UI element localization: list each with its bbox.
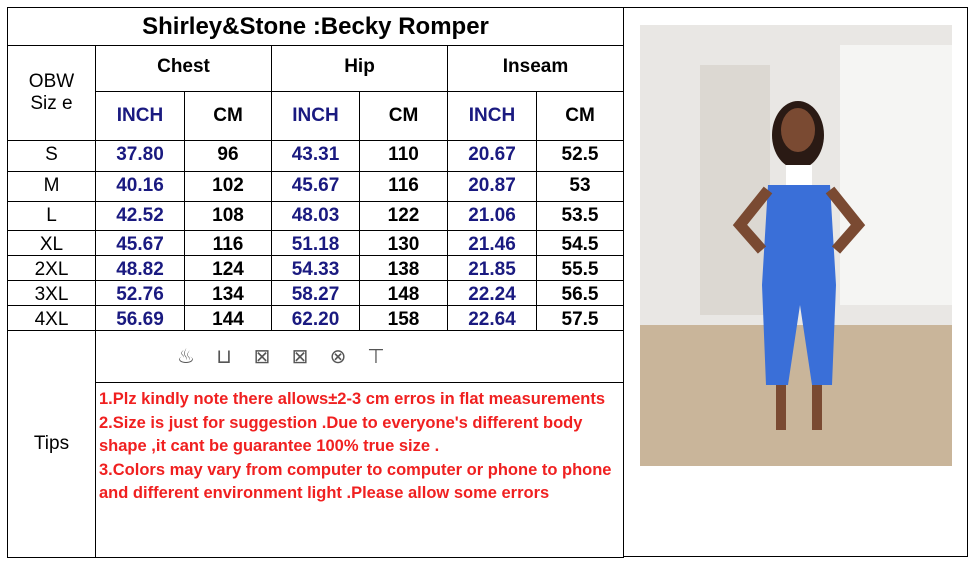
table-cell: 58.27: [271, 280, 360, 306]
group-header: Hip: [271, 45, 448, 92]
size-cell: L: [7, 201, 96, 231]
chart-title: Shirley&Stone :Becky Romper: [7, 7, 624, 46]
table-cell: 48.03: [271, 201, 360, 231]
table-cell: 21.46: [447, 230, 537, 256]
unit-header: CM: [359, 91, 448, 141]
size-header: OBW Siz e: [7, 45, 96, 141]
table-cell: 158: [359, 305, 448, 331]
group-header: Chest: [95, 45, 272, 92]
no-bleach-icon: ⊗: [329, 346, 347, 368]
no-tumble-dry-icon: ⊠: [253, 346, 271, 368]
photo-panel: [623, 7, 968, 557]
table-cell: 51.18: [271, 230, 360, 256]
table-cell: 42.52: [95, 201, 185, 231]
table-cell: 62.20: [271, 305, 360, 331]
table-cell: 53.5: [536, 201, 624, 231]
table-cell: 108: [184, 201, 272, 231]
table-cell: 48.82: [95, 255, 185, 281]
table-cell: 55.5: [536, 255, 624, 281]
unit-header: CM: [184, 91, 272, 141]
table-cell: 56.69: [95, 305, 185, 331]
table-cell: 53: [536, 171, 624, 202]
unit-header: INCH: [447, 91, 537, 141]
table-cell: 116: [359, 171, 448, 202]
hang-dry-icon: ⊤: [367, 346, 385, 368]
size-cell: XL: [7, 230, 96, 256]
table-cell: 122: [359, 201, 448, 231]
group-header: Inseam: [447, 45, 624, 92]
table-cell: 144: [184, 305, 272, 331]
table-cell: 20.67: [447, 140, 537, 172]
table-cell: 54.5: [536, 230, 624, 256]
table-cell: 37.80: [95, 140, 185, 172]
table-cell: 45.67: [95, 230, 185, 256]
table-cell: 57.5: [536, 305, 624, 331]
table-cell: 148: [359, 280, 448, 306]
size-cell: S: [7, 140, 96, 172]
size-cell: 4XL: [7, 305, 96, 331]
table-cell: 56.5: [536, 280, 624, 306]
hand-wash-30-icon: ♨: [177, 346, 195, 368]
table-cell: 54.33: [271, 255, 360, 281]
table-cell: 20.87: [447, 171, 537, 202]
table-cell: 40.16: [95, 171, 185, 202]
table-cell: 21.85: [447, 255, 537, 281]
table-cell: 124: [184, 255, 272, 281]
tips-text: 1.Plz kindly note there allows±2-3 cm er…: [95, 382, 624, 558]
no-dry-clean-icon: ⊠: [291, 346, 309, 368]
table-cell: 43.31: [271, 140, 360, 172]
wash-basin-icon: ⊔: [216, 346, 232, 368]
model-photo: [640, 25, 952, 466]
size-cell: M: [7, 171, 96, 202]
table-cell: 45.67: [271, 171, 360, 202]
table-cell: 110: [359, 140, 448, 172]
table-cell: 116: [184, 230, 272, 256]
unit-header: INCH: [271, 91, 360, 141]
table-cell: 21.06: [447, 201, 537, 231]
table-cell: 22.24: [447, 280, 537, 306]
table-cell: 22.64: [447, 305, 537, 331]
table-cell: 96: [184, 140, 272, 172]
table-cell: 134: [184, 280, 272, 306]
table-cell: 52.5: [536, 140, 624, 172]
unit-header: INCH: [95, 91, 185, 141]
size-cell: 3XL: [7, 280, 96, 306]
unit-header: CM: [536, 91, 624, 141]
table-cell: 138: [359, 255, 448, 281]
tips-label: Tips: [7, 330, 96, 558]
table-cell: 102: [184, 171, 272, 202]
table-cell: 130: [359, 230, 448, 256]
care-icons-row: ♨ ⊔ ⊠ ⊠ ⊗ ⊤: [95, 330, 624, 383]
table-cell: 52.76: [95, 280, 185, 306]
size-cell: 2XL: [7, 255, 96, 281]
